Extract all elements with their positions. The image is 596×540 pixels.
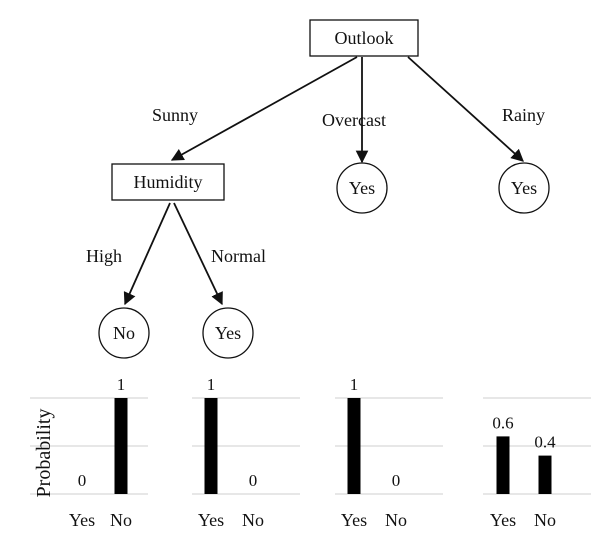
- tick-label: Yes: [69, 510, 95, 530]
- bar-chart-3: 1 Yes 0 No: [335, 375, 443, 530]
- leaf-probability-charts: 0Yes1NoProbability1Yes0No1Yes0No0.6Yes0.…: [30, 375, 591, 530]
- edge-label-sunny: Sunny: [152, 105, 198, 125]
- bar-no: [538, 455, 552, 494]
- node-outlook-label: Outlook: [334, 28, 393, 48]
- bar-no: [114, 398, 128, 494]
- tick-label: No: [385, 510, 407, 530]
- edge-outlook-sunny: [170, 56, 358, 161]
- edge-humidity-normal: [173, 202, 223, 306]
- leaf-overcast: Yes: [336, 162, 388, 214]
- tick-label: Yes: [341, 510, 367, 530]
- data-label: 0: [249, 471, 258, 490]
- bar-yes: [204, 398, 218, 494]
- bar-chart-4: 0.6 Yes 0.4 No: [483, 397, 591, 530]
- leaf-rainy-label: Yes: [511, 178, 537, 198]
- data-label: 0: [392, 471, 401, 490]
- edge-label-rainy: Rainy: [502, 105, 545, 125]
- node-humidity: Humidity: [111, 163, 225, 201]
- tick-label: Yes: [198, 510, 224, 530]
- bar-chart-1: 0 Yes 1 No Probability: [30, 375, 148, 530]
- bar-yes: [347, 398, 361, 494]
- data-label: 1: [117, 375, 126, 394]
- leaf-high-label: No: [113, 323, 135, 343]
- bar-chart-2: 1 Yes 0 No: [192, 375, 300, 530]
- data-label: 0.4: [534, 433, 556, 452]
- leaf-normal: Yes: [202, 307, 254, 359]
- edge-humidity-high: [123, 202, 171, 306]
- data-label: 1: [207, 375, 216, 394]
- edge-label-normal: Normal: [211, 246, 266, 266]
- tick-label: No: [242, 510, 264, 530]
- data-label: 1: [350, 375, 359, 394]
- tick-label: No: [110, 510, 132, 530]
- tick-label: Yes: [490, 510, 516, 530]
- leaf-rainy: Yes: [498, 162, 550, 214]
- y-axis-label: Probability: [33, 409, 55, 498]
- edge-label-overcast: Overcast: [322, 110, 386, 130]
- leaf-overcast-label: Yes: [349, 178, 375, 198]
- edge-outlook-rainy: [407, 56, 524, 162]
- leaf-high: No: [98, 307, 150, 359]
- data-label: 0.6: [492, 413, 513, 432]
- tick-label: No: [534, 510, 556, 530]
- edge-label-high: High: [86, 246, 122, 266]
- node-outlook: Outlook: [309, 19, 419, 57]
- leaf-normal-label: Yes: [215, 323, 241, 343]
- data-label: 0: [78, 471, 87, 490]
- bar-yes: [496, 436, 510, 494]
- node-humidity-label: Humidity: [133, 172, 202, 192]
